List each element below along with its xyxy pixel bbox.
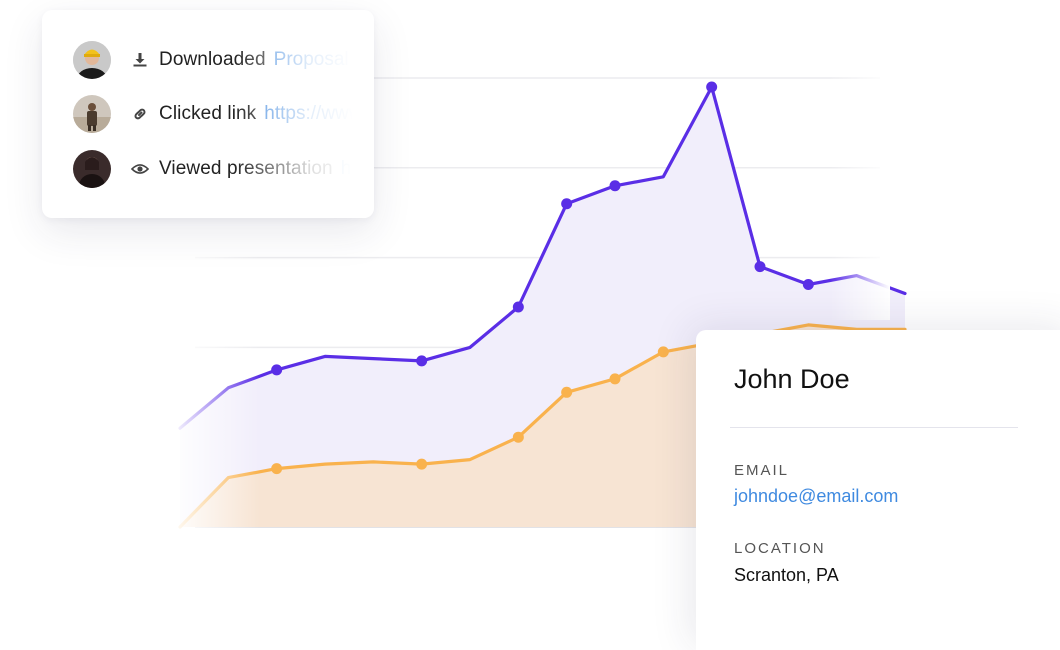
chart-markers [271, 81, 814, 475]
contact-name: John Doe [734, 364, 850, 394]
activity-target-link[interactable]: ho [340, 158, 362, 179]
data-point[interactable] [609, 373, 621, 385]
eye-icon [131, 160, 149, 178]
chart-lines [178, 85, 907, 529]
download-icon [131, 51, 149, 69]
activity-label: Viewed presentation [159, 158, 333, 179]
activity-item-viewed-presentation[interactable]: Viewed presentation ho [73, 149, 374, 189]
avatar [73, 41, 111, 79]
data-point[interactable] [512, 431, 524, 443]
avatar [73, 150, 111, 188]
location-value: Scranton, PA [734, 565, 839, 585]
avatar [73, 95, 111, 133]
data-point[interactable] [802, 279, 814, 291]
data-point[interactable] [754, 261, 766, 273]
data-point[interactable] [561, 198, 573, 210]
data-point[interactable] [416, 355, 428, 367]
activity-label: Downloaded [159, 49, 266, 70]
email-link[interactable]: johndoe@email.com [734, 486, 899, 506]
activity-target-link[interactable]: Proposal [273, 49, 349, 70]
contact-card: John Doe EMAIL johndoe@email.com LOCATIO… [696, 330, 1060, 650]
data-point[interactable] [271, 364, 283, 376]
activity-item-clicked-link[interactable]: Clicked link https://www [73, 94, 374, 134]
activity-card: Downloaded Proposal Clicked link [42, 10, 374, 218]
link-icon [131, 105, 149, 123]
data-point[interactable] [512, 301, 524, 313]
data-point[interactable] [657, 346, 669, 358]
email-label: EMAIL [734, 462, 790, 479]
activity-target-link[interactable]: https://www [264, 103, 363, 124]
data-point[interactable] [706, 81, 718, 93]
data-point[interactable] [561, 386, 573, 398]
series-line [178, 85, 907, 430]
chart-right-fade [830, 60, 890, 320]
activity-item-downloaded[interactable]: Downloaded Proposal [73, 40, 374, 80]
data-point[interactable] [609, 180, 621, 192]
data-point[interactable] [416, 458, 428, 470]
divider [730, 427, 1018, 428]
data-point[interactable] [271, 463, 283, 475]
series-line [178, 323, 907, 529]
location-label: LOCATION [734, 540, 826, 557]
activity-label: Clicked link [159, 103, 257, 124]
